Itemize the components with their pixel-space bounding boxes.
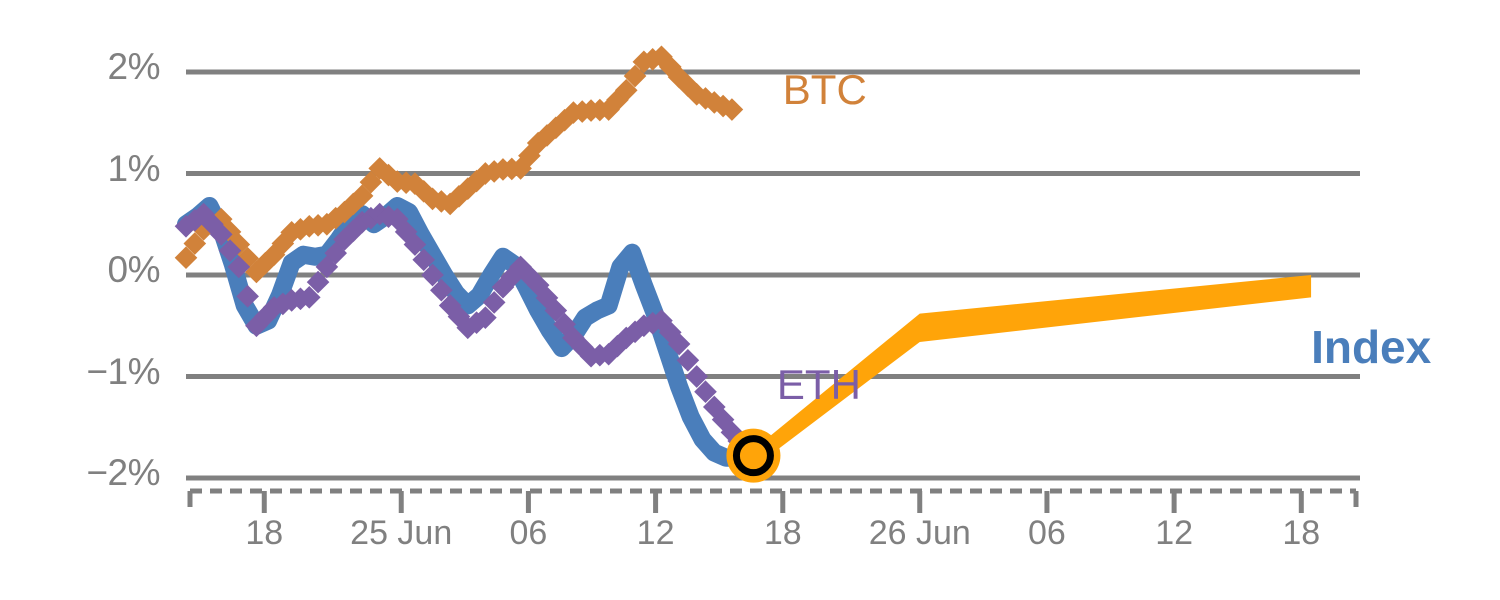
gridlines [186,69,1360,481]
series-dots-eth [174,202,757,461]
series-label-btc: BTC [782,66,867,114]
y-tick-label-4: −2% [86,452,160,493]
y-tick-label-1: 1% [107,147,161,189]
series-lines [174,45,763,467]
forecast-band-polygon [753,275,1312,468]
series-dot [482,291,506,314]
series-dot [667,332,691,356]
x-tick-label-3: 12 [636,514,675,552]
y-tick-label-3: −1% [86,350,160,392]
x-axis [187,488,1359,513]
series-dot [430,278,453,302]
series-dot [421,263,444,287]
series-dot [297,286,321,309]
x-tick-label-5: 26 Jun [868,514,971,552]
y-tick-label-2: 0% [107,249,161,290]
x-tick-label-7: 12 [1155,514,1194,552]
series-dot [676,348,700,372]
series-label-index: Index [1311,321,1432,374]
series-line-index [177,196,763,467]
x-tick-label-2: 06 [509,514,548,552]
y-tick-label-0: 2% [107,46,161,87]
series-label-eth: ETH [776,360,861,408]
x-tick-label-0: 18 [245,514,284,552]
x-tick-label-1: 25 Jun [350,514,453,552]
series-dot [306,270,330,294]
series-dots-btc [174,45,744,284]
series-dot [685,365,709,388]
forecast-endpoint-marker[interactable] [732,435,774,477]
x-tick-label-8: 18 [1282,514,1321,552]
annotation-markers [726,428,781,483]
series-dot [694,380,717,404]
x-tick-label-6: 06 [1028,514,1066,552]
series-dot [614,78,638,102]
series-dot [720,98,744,121]
series-forecast-band [753,275,1312,468]
series-dot [474,306,497,329]
series-dot [623,64,647,88]
x-tick-label-4: 18 [763,514,802,552]
